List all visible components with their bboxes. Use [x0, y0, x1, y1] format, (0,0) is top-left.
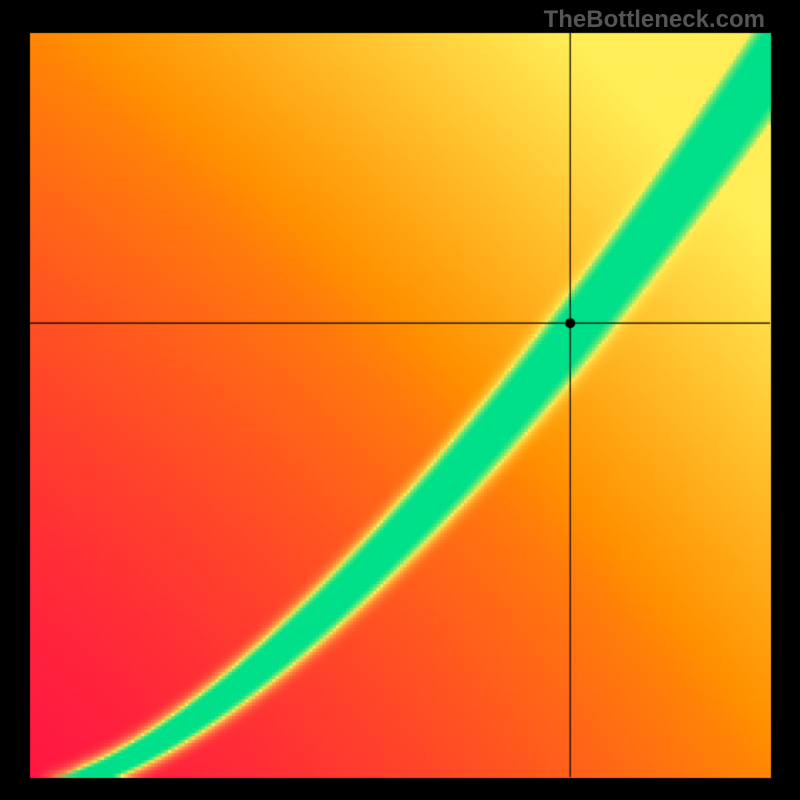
watermark-text: TheBottleneck.com — [544, 6, 765, 34]
bottleneck-heatmap — [0, 0, 800, 800]
